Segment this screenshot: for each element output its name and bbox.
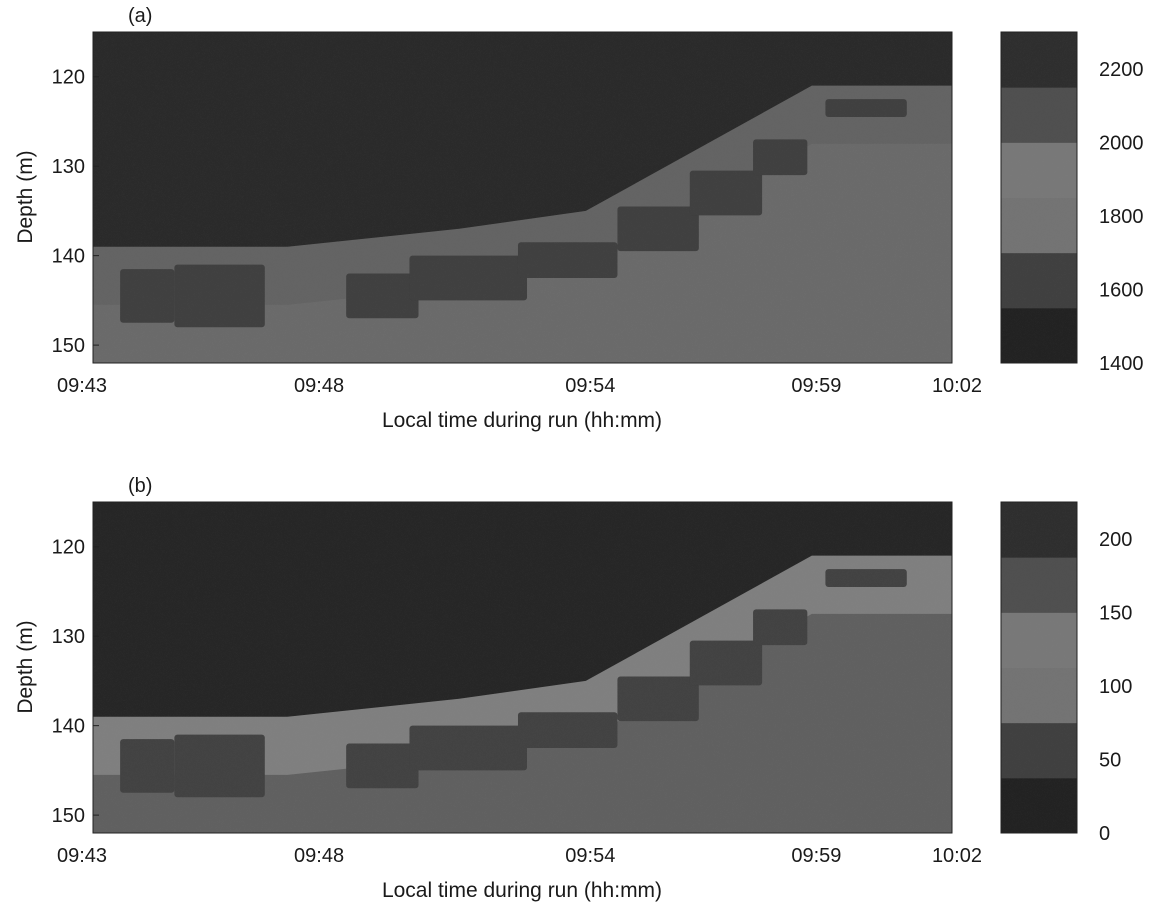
high-value-patch	[617, 676, 699, 722]
chart-a-svg: (a) 09:43 09:48 09:54 09:59 10:02 120 130 140 15…	[14, 5, 1144, 432]
colorbar-band	[1001, 722, 1077, 779]
colorbar-tick-label: 1800	[1099, 206, 1144, 228]
x-tick-label: 09:43	[57, 375, 107, 397]
colorbar-tick-label: 2200	[1099, 59, 1144, 81]
x-tick-label: 09:59	[791, 375, 841, 397]
colorbar-band	[1001, 502, 1077, 558]
chart-b-svg: (b) 09:43 09:48 09:54 09:59 10:02 120 130 140 15…	[14, 475, 1132, 902]
colorbar-tick-label: 1400	[1099, 353, 1144, 375]
plot-frame	[92, 501, 953, 834]
high-value-patch	[409, 255, 528, 301]
x-tick-label: 09:43	[57, 845, 107, 867]
panel-a: (a) 09:43 09:48 09:54 09:59 10:02 120 130 140 15…	[0, 0, 1165, 440]
x-tick-label: 09:48	[294, 375, 344, 397]
colorbar-bands	[1001, 502, 1077, 834]
x-axis-label: Local time during run (hh:mm)	[382, 409, 662, 432]
panel-label: (a)	[128, 5, 152, 27]
colorbar-band	[1001, 557, 1077, 613]
colorbar-tick-label: 1600	[1099, 279, 1144, 301]
high-value-patch	[825, 569, 907, 587]
colorbar-tick-label: 0	[1099, 823, 1110, 845]
colorbar-band	[1001, 612, 1077, 668]
colorbar-tick-label: 200	[1099, 529, 1132, 551]
high-value-patch	[346, 743, 419, 789]
colorbar-tick-label: 50	[1099, 749, 1121, 771]
colorbar-frame	[1000, 31, 1078, 364]
colorbar-band	[1001, 307, 1077, 364]
y-tick-label: 150	[52, 805, 85, 827]
x-tick-label: 09:48	[294, 845, 344, 867]
colorbar-tick-label: 150	[1099, 602, 1132, 624]
high-value-patch	[753, 139, 808, 176]
colorbar-band	[1001, 667, 1077, 724]
heatmap-layers	[93, 502, 952, 833]
x-tick-label: 09:59	[791, 845, 841, 867]
y-tick-label: 120	[52, 537, 85, 559]
high-value-patch	[174, 734, 265, 798]
colorbar-band	[1001, 142, 1077, 198]
x-tick-label: 10:02	[932, 375, 982, 397]
x-tick-label: 09:54	[565, 845, 615, 867]
colorbar-bands	[1001, 32, 1077, 364]
y-tick-label: 130	[52, 626, 85, 648]
high-value-patch	[689, 640, 763, 686]
colorbar-frame	[1000, 501, 1078, 834]
colorbar: 2200 2000 1800 1600 1400	[1000, 31, 1144, 375]
colorbar-band	[1001, 87, 1077, 143]
plot-area	[92, 501, 953, 834]
high-value-patch	[517, 712, 618, 749]
y-tick-label: 150	[52, 335, 85, 357]
panel-label: (b)	[128, 475, 152, 497]
axis-ticks: 09:43 09:48 09:54 09:59 10:02 120 130 140 150	[52, 67, 982, 397]
x-axis-label: Local time during run (hh:mm)	[382, 879, 662, 902]
colorbar-band	[1001, 252, 1077, 309]
colorbar-band	[1001, 32, 1077, 88]
colorbar-band	[1001, 777, 1077, 834]
high-value-patch	[120, 269, 175, 323]
colorbar-band	[1001, 197, 1077, 254]
high-value-patch	[753, 609, 808, 646]
x-tick-label: 09:54	[565, 375, 615, 397]
heatmap-layers	[93, 32, 952, 364]
high-value-patch	[409, 725, 528, 771]
high-value-patch	[174, 264, 265, 328]
high-value-patch	[517, 242, 618, 279]
plot-area	[92, 31, 953, 364]
y-tick-label: 120	[52, 67, 85, 89]
axis-ticks: 09:43 09:48 09:54 09:59 10:02 120 130 140 150	[52, 537, 982, 867]
colorbar-tick-label: 2000	[1099, 132, 1144, 154]
y-axis-label: Depth (m)	[14, 620, 37, 713]
y-tick-label: 140	[52, 716, 85, 738]
colorbar-tick-label: 100	[1099, 676, 1132, 698]
y-tick-label: 140	[52, 246, 85, 268]
plot-frame	[92, 31, 953, 364]
high-value-patch	[120, 739, 175, 793]
high-value-patch	[617, 206, 699, 252]
y-axis-label: Depth (m)	[14, 150, 37, 243]
colorbar: 200 150 100 50 0	[1000, 501, 1132, 845]
high-value-patch	[825, 99, 907, 117]
high-value-patch	[689, 170, 763, 216]
x-tick-label: 10:02	[932, 845, 982, 867]
y-tick-label: 130	[52, 156, 85, 178]
panel-b: (b) 09:43 09:48 09:54 09:59 10:02 120 130 140 15…	[0, 470, 1165, 910]
high-value-patch	[346, 273, 419, 319]
